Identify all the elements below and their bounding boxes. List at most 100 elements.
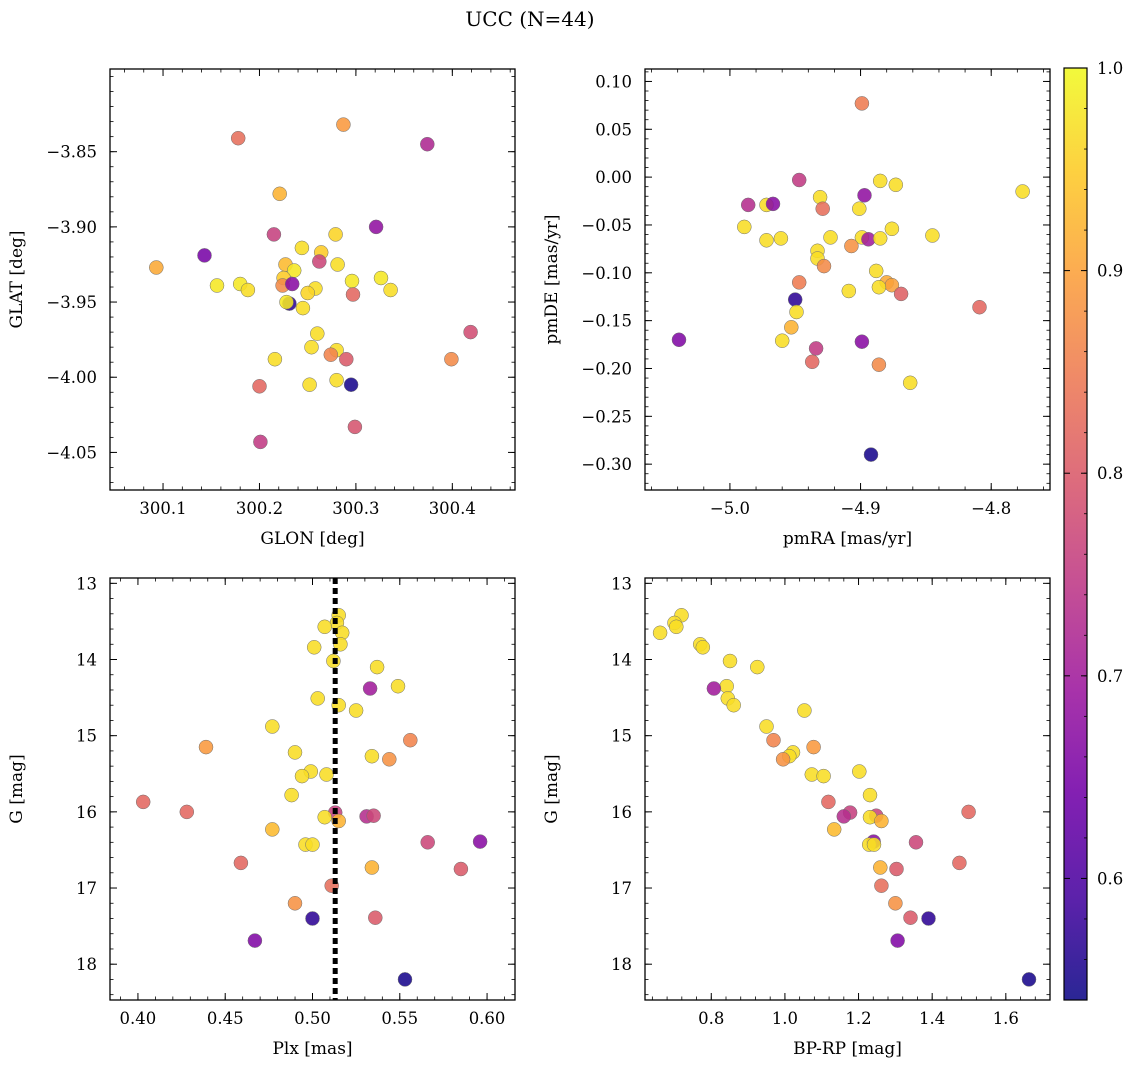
data-point <box>863 447 879 462</box>
data-point <box>294 768 310 784</box>
data-point <box>330 257 345 272</box>
data-point <box>722 653 738 669</box>
data-point <box>279 294 294 310</box>
data-point <box>806 739 821 755</box>
data-point <box>233 855 249 871</box>
data-point <box>726 697 741 713</box>
colorbar-tick-label: 0.9 <box>1097 262 1123 281</box>
panel-pmra-pmde: −5.0 −4.9 −4.8 −0.30 −0.25 −0.20 −0.15 −0.10 −0.… <box>542 68 1051 549</box>
y-tick-label: 14 <box>611 651 632 670</box>
data-point <box>889 861 904 877</box>
data-point <box>852 764 867 779</box>
y-tick-label: −0.25 <box>581 407 632 426</box>
x-tick-label: 300.4 <box>429 499 476 518</box>
data-point <box>305 911 320 926</box>
data-point <box>1021 972 1037 987</box>
x-tick-label: 0.8 <box>698 1009 724 1028</box>
x-tick-label: −4.9 <box>841 499 881 518</box>
data-point <box>775 752 791 767</box>
data-point <box>179 804 195 820</box>
data-point <box>368 910 383 925</box>
data-point <box>808 341 824 356</box>
y-tick-label: 16 <box>611 803 632 822</box>
data-point <box>252 379 267 394</box>
y-tick-label: −4.05 <box>46 443 97 462</box>
data-point <box>872 173 888 189</box>
data-point <box>759 233 774 248</box>
data-point <box>305 837 320 852</box>
y-tick-label: −0.05 <box>581 216 632 235</box>
data-point <box>671 332 687 348</box>
y-tick-label: −0.10 <box>581 264 632 283</box>
y-tick-label: −0.20 <box>581 359 632 378</box>
data-point <box>925 228 940 243</box>
colorbar: 0.6 0.7 0.8 0.9 1.0 <box>1063 59 1123 1001</box>
data-point <box>888 177 904 193</box>
x-tick-label: −4.8 <box>971 499 1011 518</box>
data-point <box>364 748 380 764</box>
data-point <box>841 283 857 299</box>
x-tick-label: 0.50 <box>294 1009 331 1028</box>
y-tick-label: 0.00 <box>595 168 632 187</box>
data-point <box>868 263 884 279</box>
x-axis-label: GLON [deg] <box>260 529 364 549</box>
data-point <box>343 377 359 392</box>
data-point <box>836 809 852 824</box>
data-point <box>884 221 900 237</box>
data-point <box>304 339 319 355</box>
x-tick-label: 1.6 <box>993 1009 1019 1028</box>
y-tick-label: −0.30 <box>581 455 632 474</box>
x-tick-label: 1.4 <box>919 1009 945 1028</box>
data-point <box>287 896 303 911</box>
data-point <box>345 287 361 302</box>
x-tick-label: 300.1 <box>139 499 186 518</box>
data-point <box>872 231 888 246</box>
data-point <box>857 188 872 203</box>
data-point <box>463 324 478 340</box>
data-point <box>329 372 344 388</box>
y-tick-label: 17 <box>76 879 97 898</box>
data-point <box>319 767 334 782</box>
y-tick-label: 0.05 <box>595 120 632 139</box>
colorbar-gradient <box>1063 67 1088 1001</box>
data-point <box>765 196 781 212</box>
data-point <box>403 732 418 748</box>
data-point <box>821 794 836 810</box>
data-point <box>339 351 354 367</box>
data-point <box>873 860 888 875</box>
y-tick-label: −3.90 <box>46 218 97 237</box>
y-tick-label: 14 <box>76 651 97 670</box>
data-point <box>382 752 397 767</box>
data-point <box>198 739 214 755</box>
data-point <box>826 822 842 837</box>
data-point <box>902 375 918 391</box>
data-point <box>874 878 889 893</box>
data-point <box>472 834 488 849</box>
data-point <box>390 678 406 694</box>
y-tick-label: 16 <box>76 803 97 822</box>
data-point <box>893 286 909 302</box>
data-point <box>890 933 905 948</box>
data-point <box>719 678 734 694</box>
data-point <box>740 197 756 213</box>
data-point <box>247 933 263 948</box>
data-point <box>888 896 903 911</box>
data-point <box>209 278 225 293</box>
data-point <box>310 691 325 706</box>
data-point <box>787 292 803 307</box>
data-point <box>750 659 765 675</box>
data-point <box>669 619 684 635</box>
data-point <box>149 260 164 275</box>
data-point <box>317 809 332 825</box>
data-point <box>348 703 364 718</box>
data-point <box>844 238 859 254</box>
data-point <box>369 659 385 675</box>
data-point <box>759 719 774 734</box>
x-tick-label: 1.2 <box>845 1009 871 1028</box>
data-point <box>267 351 283 367</box>
y-axis-label: GLAT [deg] <box>7 230 27 328</box>
data-point <box>135 794 151 810</box>
data-point <box>952 855 967 871</box>
data-point <box>652 625 668 641</box>
